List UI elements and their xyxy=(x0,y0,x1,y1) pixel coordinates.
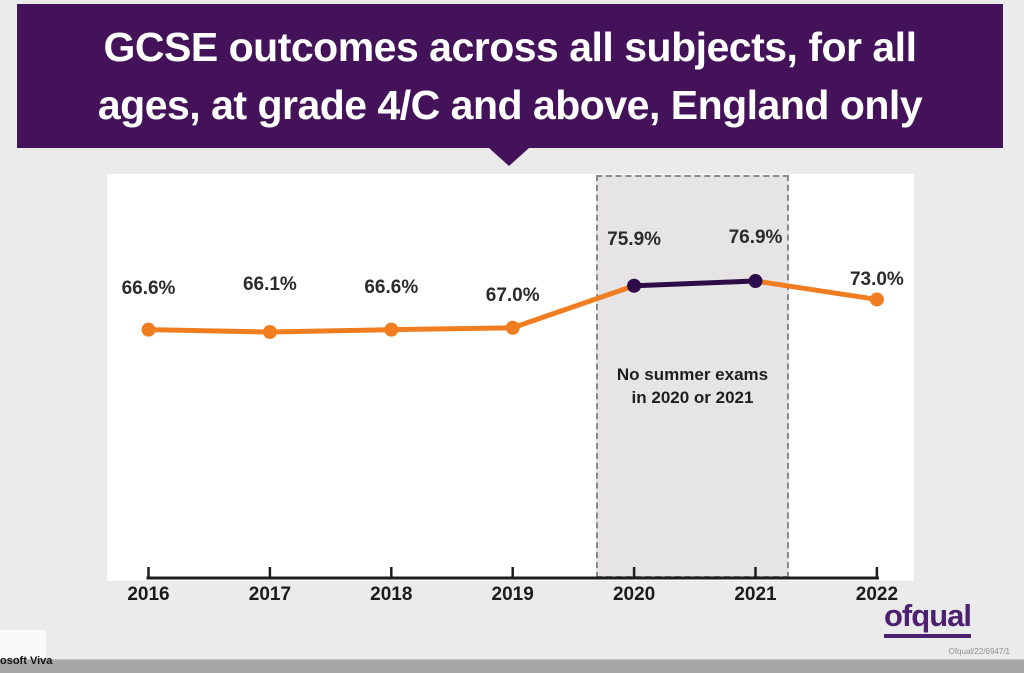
data-point-2020 xyxy=(627,278,642,293)
line-segment-2020-2021 xyxy=(634,278,756,289)
banner-pointer-arrow xyxy=(489,148,529,166)
line-segment-2019-2020 xyxy=(511,283,635,331)
data-label-2016: 66.6% xyxy=(121,277,176,299)
data-label-2021: 76.9% xyxy=(728,227,783,249)
data-label-2020: 75.9% xyxy=(607,228,662,250)
x-tick-label-2021: 2021 xyxy=(734,584,777,605)
data-label-2018: 66.6% xyxy=(364,276,419,298)
data-point-2021 xyxy=(748,274,763,289)
line-segment-2016-2017 xyxy=(148,327,270,335)
line-chart-svg xyxy=(141,274,884,580)
data-point-2022 xyxy=(869,292,884,307)
data-label-2019: 67.0% xyxy=(485,284,540,306)
slide-corner xyxy=(0,630,46,658)
data-label-2022: 73.0% xyxy=(849,269,904,291)
x-tick-label-2022: 2022 xyxy=(855,584,899,605)
title-banner: GCSE outcomes across all subjects, for a… xyxy=(17,4,1003,148)
data-point-2018 xyxy=(384,322,399,337)
ofqual-logo: ofqual xyxy=(884,599,972,638)
taskbar xyxy=(0,659,1024,673)
chart-title-line-2: ages, at grade 4/C and above, England on… xyxy=(97,82,923,128)
line-segment-2017-2018 xyxy=(269,327,392,335)
data-point-2017 xyxy=(262,325,277,340)
data-point-2019 xyxy=(505,320,520,335)
no-exams-note: No summer exams in 2020 or 2021 xyxy=(616,365,769,407)
document-reference: Ofqual/22/6947/1 xyxy=(948,647,1010,656)
x-tick-label-2019: 2019 xyxy=(491,584,534,605)
data-point-2016 xyxy=(141,322,156,337)
x-tick-label-2016: 2016 xyxy=(127,584,170,605)
x-tick-label-2020: 2020 xyxy=(612,584,656,605)
line-segment-2021-2022 xyxy=(755,278,878,302)
chart-area: No summer exams in 2020 or 2021 66.6% 66.… xyxy=(107,174,914,634)
data-label-2017: 66.1% xyxy=(242,274,297,295)
chart-title-line-1: GCSE outcomes across all subjects, for a… xyxy=(103,24,917,70)
no-exams-region: No summer exams in 2020 or 2021 xyxy=(596,175,789,578)
x-tick-label-2017: 2017 xyxy=(248,584,292,605)
line-segment-2018-2019 xyxy=(391,325,513,333)
taskbar-label[interactable]: osoft Viva xyxy=(0,655,53,667)
x-tick-label-2018: 2018 xyxy=(370,584,413,605)
